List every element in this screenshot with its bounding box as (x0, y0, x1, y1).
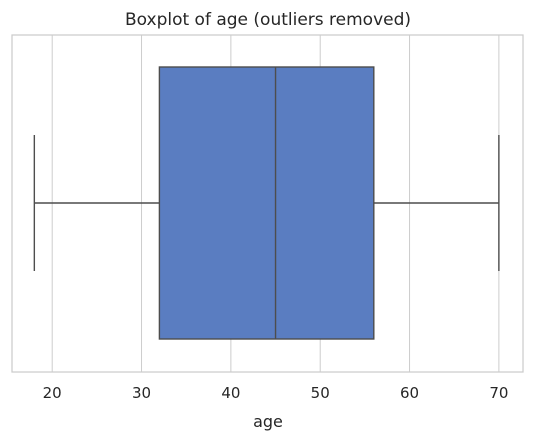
plot-area (33, 66, 500, 340)
chart-title: Boxplot of age (outliers removed) (125, 10, 411, 30)
x-tick-label-50: 50 (311, 384, 330, 402)
x-tick-label-30: 30 (132, 384, 151, 402)
iqr-box (158, 66, 375, 340)
plot-frame (11, 34, 524, 373)
x-tick-label-70: 70 (489, 384, 508, 402)
x-axis-ticks: 20 30 40 50 60 70 (43, 384, 509, 402)
x-tick-label-60: 60 (400, 384, 419, 402)
x-tick-label-40: 40 (221, 384, 240, 402)
x-axis-label: age (253, 412, 283, 431)
x-tick-label-20: 20 (43, 384, 62, 402)
